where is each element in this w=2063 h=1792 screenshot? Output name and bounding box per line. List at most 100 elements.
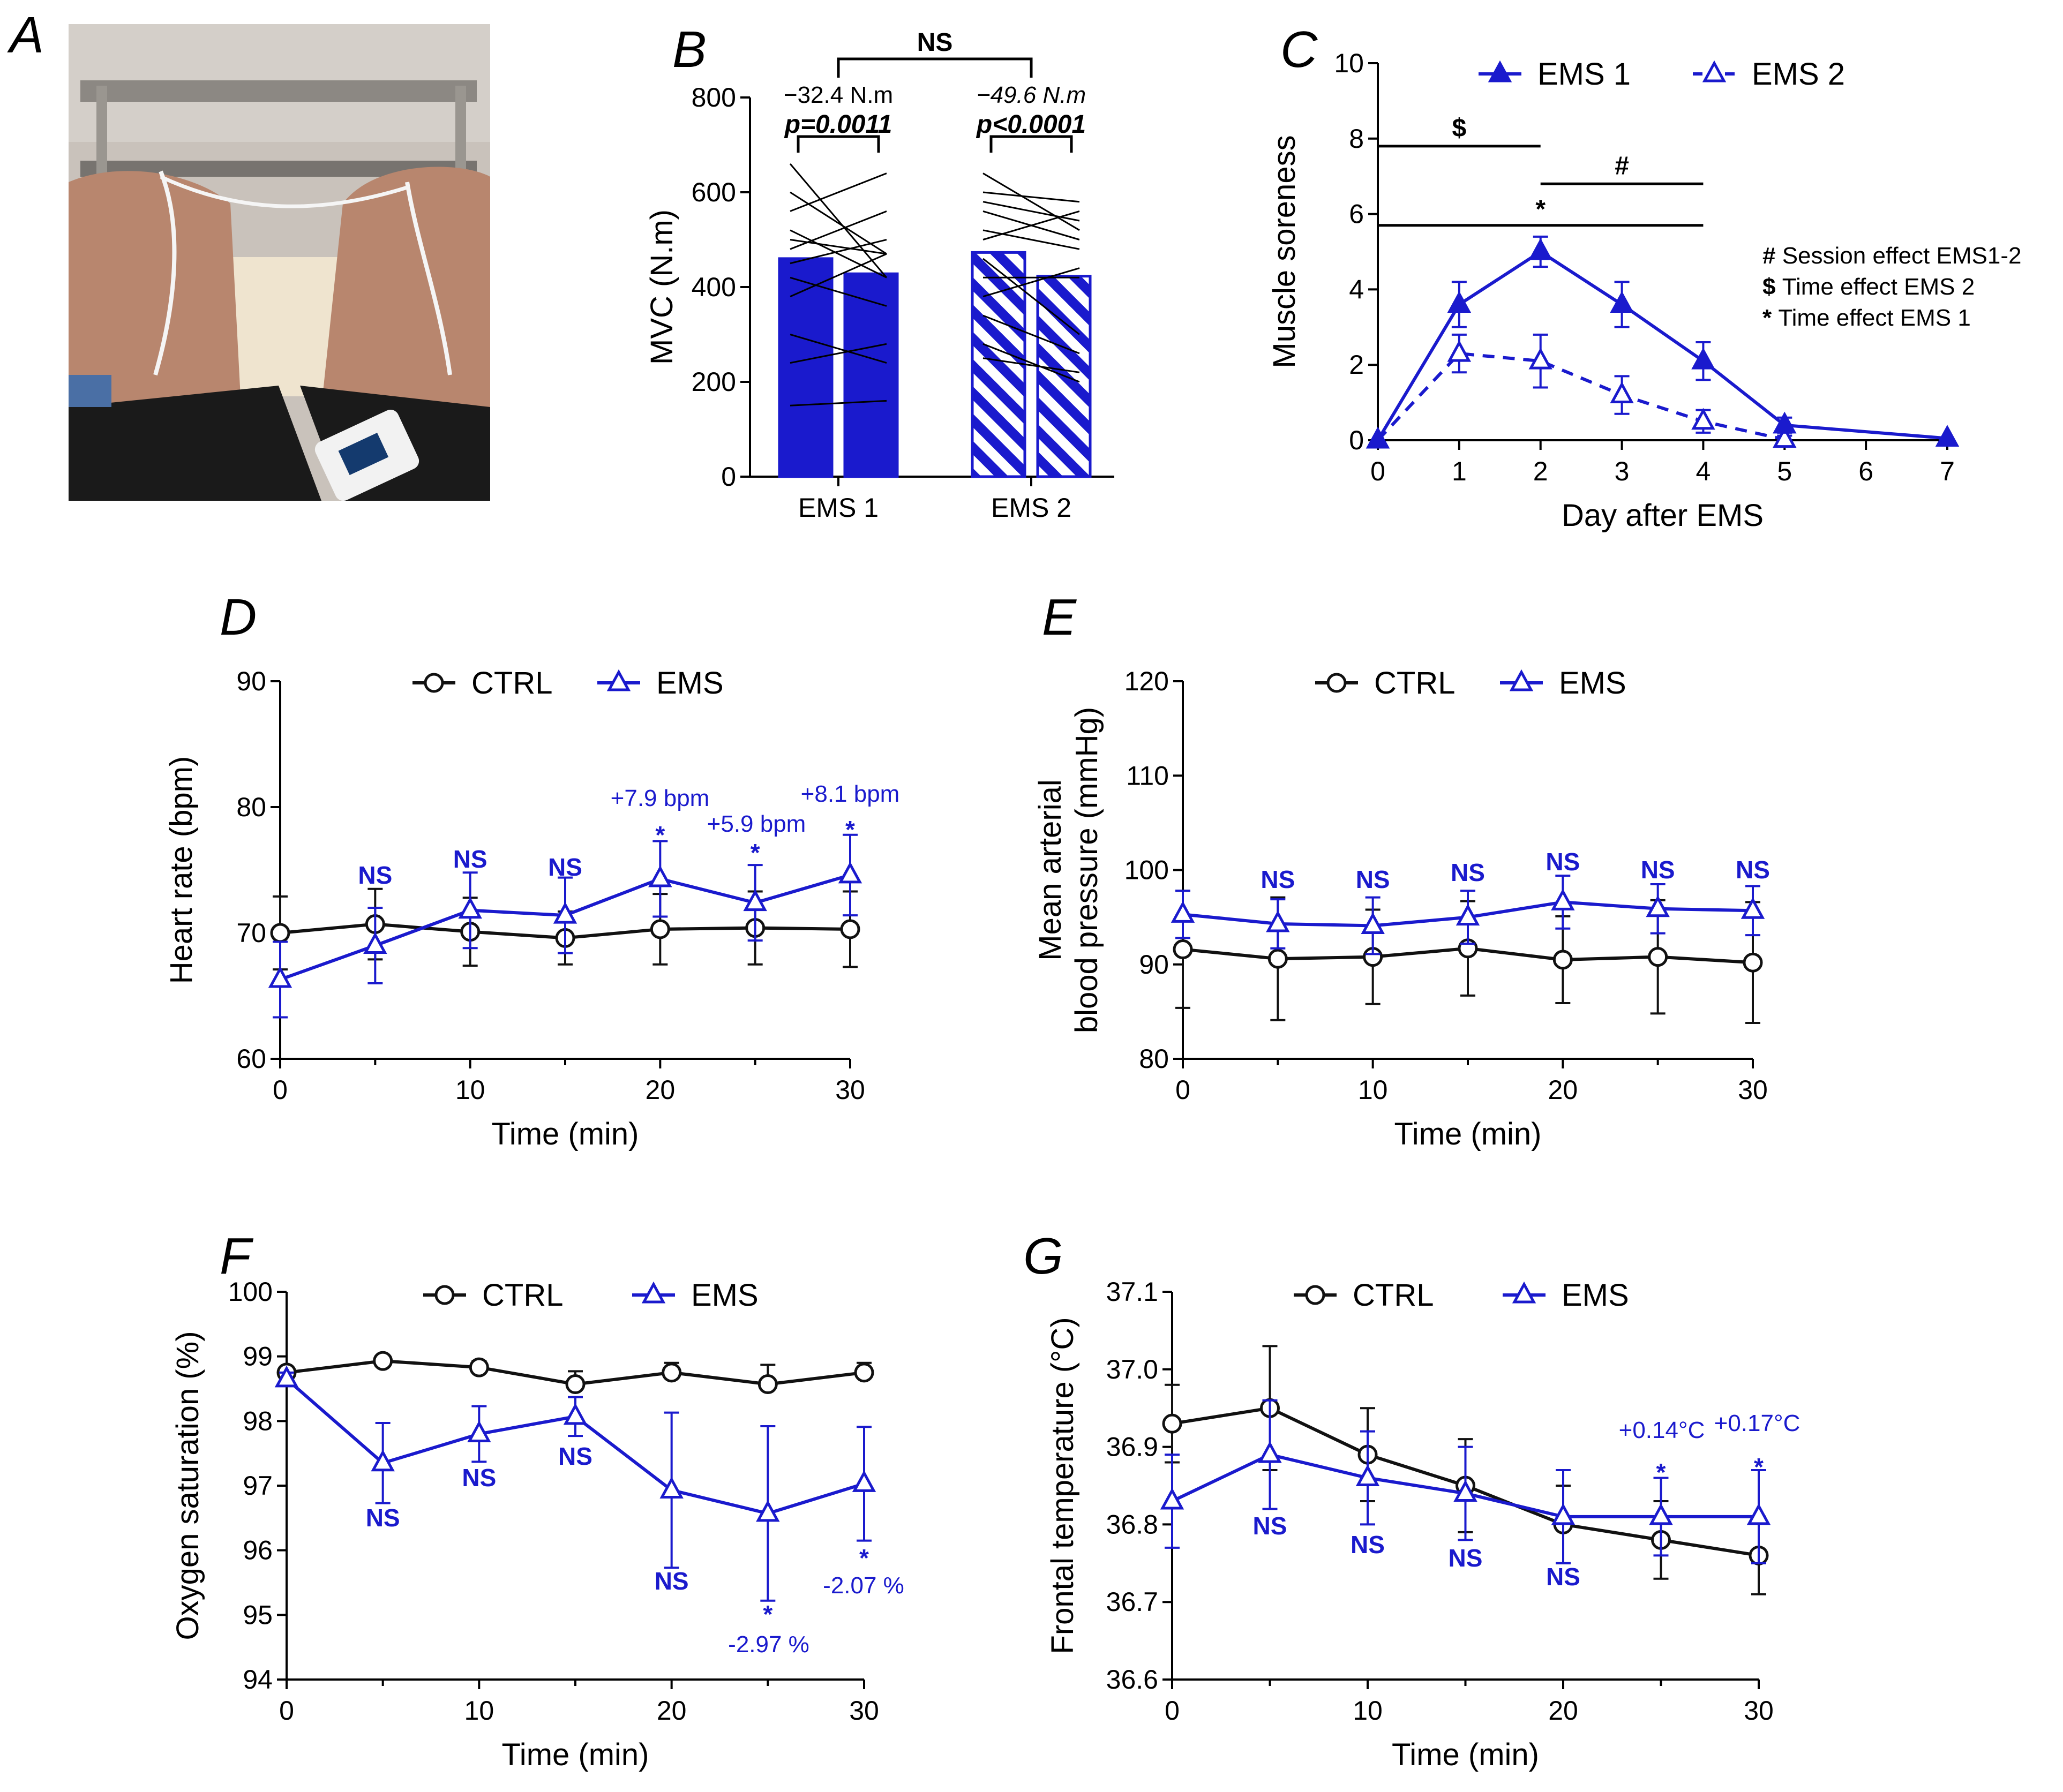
sig-ns: NS [1641, 856, 1675, 884]
p-value-ems1: p=0.0011 [784, 110, 892, 139]
data-point [268, 966, 292, 988]
subject-line [982, 357, 1080, 373]
data-point [1773, 411, 1797, 434]
data-point [373, 1351, 393, 1371]
panel-label-d: D [220, 589, 257, 646]
x-axis-label: Time (min) [492, 1117, 639, 1151]
data-point [1773, 426, 1797, 448]
bar-pre [971, 251, 1026, 478]
x-tick-label: 0 [1165, 1696, 1180, 1726]
x-tick-label: 0 [279, 1696, 294, 1726]
panel-label-f: F [220, 1228, 254, 1285]
bracket-hash-label: # [1615, 152, 1629, 180]
experiment-photo [69, 24, 490, 501]
bracket-star-label: * [1535, 195, 1546, 224]
delta-label: +5.9 bpm [707, 811, 806, 837]
data-point [1266, 910, 1290, 932]
data-point [1646, 895, 1670, 917]
data-point [1173, 939, 1193, 960]
stat-note: # Session effect EMS1-2 [1762, 243, 2021, 269]
y-tick-label: 90 [236, 666, 266, 696]
data-point [1456, 903, 1480, 926]
legend-label: EMS [1562, 1278, 1629, 1313]
data-point [854, 1362, 874, 1383]
subject-line [790, 191, 887, 255]
y-tick-label: 36.6 [1106, 1665, 1158, 1695]
data-point [1267, 948, 1288, 969]
diff-label-ems2: −49.6 N.m [977, 82, 1086, 108]
y-tick-label: 36.8 [1106, 1509, 1158, 1539]
y-tick-label: 80 [1139, 1044, 1169, 1074]
x-tick-label: 10 [464, 1696, 494, 1726]
sig-ns: NS [558, 1442, 592, 1470]
y-tick-label: 4 [1349, 274, 1364, 304]
sig-ns: NS [358, 861, 392, 889]
sig-ns: NS [548, 853, 582, 881]
y-axis-label: blood pressure (mmHg) [1069, 707, 1104, 1033]
x-axis-label: Day after EMS [1562, 498, 1764, 533]
subject-line [790, 276, 887, 307]
chart-g: 36.6 36.7 36.8 36.9 37.0 37.1 0 10 20 30 Time (min… [1045, 1277, 1800, 1772]
subject-line [982, 201, 1080, 222]
x-tick-label: 20 [1548, 1075, 1578, 1105]
delta-label: -2.07 % [823, 1572, 904, 1599]
y-tick-label: 2 [1349, 350, 1364, 380]
y-tick-label: 80 [236, 792, 266, 822]
data-point [553, 901, 577, 924]
data-point [840, 919, 860, 939]
data-point [1648, 947, 1668, 967]
x-tick-label: 30 [1738, 1075, 1768, 1105]
legend-label: CTRL [482, 1278, 563, 1313]
data-point [838, 861, 862, 884]
subject-line [790, 239, 887, 265]
data-point [371, 1449, 395, 1472]
data-point [1610, 291, 1634, 313]
x-tick-label: 30 [835, 1075, 865, 1105]
y-tick-label: 60 [236, 1044, 266, 1074]
x-tick-label: 10 [1358, 1075, 1388, 1105]
y-axis-label: Muscle soreness [1267, 135, 1302, 368]
sig-ns: NS [462, 1464, 496, 1492]
delta-label: +7.9 bpm [611, 785, 710, 811]
chart-b: 0 200 400 600 800 MVC (N.m) EMS 1 EMS 2 −32.4 N.… [644, 28, 1114, 523]
data-point [270, 923, 290, 943]
data-point [1649, 1503, 1673, 1525]
subject-line [790, 210, 887, 250]
x-axis-label: Time (min) [502, 1737, 649, 1772]
legend-label: EMS 2 [1752, 57, 1845, 92]
y-tick-label: 0 [721, 462, 736, 492]
delta-label: +8.1 bpm [801, 781, 900, 807]
panel-label-e: E [1042, 589, 1077, 646]
x-tick-label: EMS 2 [991, 493, 1071, 523]
pair-bracket [797, 135, 880, 153]
x-tick-label: 3 [1615, 456, 1630, 486]
sig-ns: NS [1451, 859, 1485, 886]
chart-d: 60 70 80 90 0 10 20 30 Time (min) Heart rate (bpm… [164, 666, 899, 1151]
legend-marker [424, 673, 444, 693]
p-value-ems2: p<0.0001 [976, 110, 1086, 139]
y-tick-label: 100 [1124, 855, 1169, 885]
data-point [1528, 347, 1552, 370]
data-point [1453, 1480, 1477, 1502]
stat-note: * Time effect EMS 1 [1762, 305, 1971, 331]
data-point [565, 1374, 586, 1395]
x-tick-label: 7 [1940, 456, 1955, 486]
bar-pre [778, 257, 834, 478]
data-point [1610, 381, 1634, 404]
panel-label-b: B [672, 21, 707, 78]
sig-ns: NS [453, 845, 487, 873]
pair-bracket [989, 135, 1073, 153]
diff-label-ems1: −32.4 N.m [784, 82, 893, 108]
legend-label: CTRL [471, 666, 552, 701]
legend-marker [1702, 60, 1727, 82]
data-point [1691, 347, 1715, 370]
subject-line [982, 172, 1080, 231]
y-tick-label: 37.0 [1106, 1354, 1158, 1384]
x-tick-label: 10 [1353, 1696, 1383, 1726]
data-point [757, 1374, 778, 1395]
delta-label: -2.97 % [728, 1631, 809, 1658]
between-ns: NS [917, 28, 953, 57]
data-point [1551, 1503, 1576, 1525]
legend-label: EMS 1 [1537, 57, 1631, 92]
x-tick-label: 10 [455, 1075, 485, 1105]
